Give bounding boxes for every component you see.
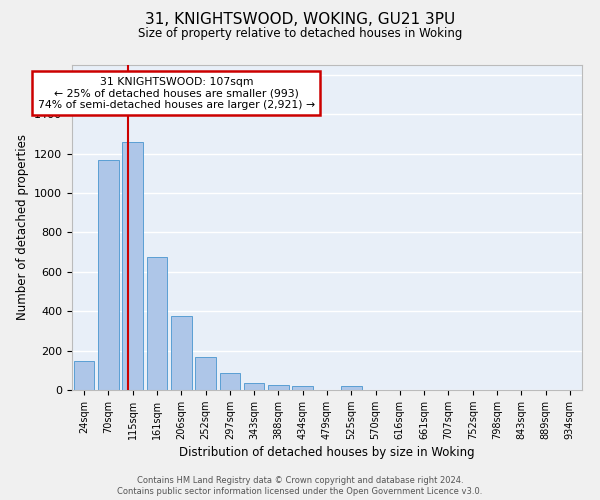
Bar (341, 386, 362, 390)
X-axis label: Distribution of detached houses by size in Woking: Distribution of detached houses by size … (179, 446, 475, 459)
Bar (122, 142, 143, 390)
Text: 31 KNIGHTSWOOD: 107sqm
← 25% of detached houses are smaller (993)
74% of semi-de: 31 KNIGHTSWOOD: 107sqm ← 25% of detached… (38, 77, 315, 110)
Text: Contains public sector information licensed under the Open Government Licence v3: Contains public sector information licen… (118, 488, 482, 496)
Bar (220, 372, 240, 390)
Bar (98, 160, 119, 390)
Text: Contains HM Land Registry data © Crown copyright and database right 2024.: Contains HM Land Registry data © Crown c… (137, 476, 463, 485)
Y-axis label: Number of detached properties: Number of detached properties (16, 134, 29, 320)
Bar (146, 257, 167, 390)
Bar (74, 361, 94, 390)
Bar (171, 316, 191, 390)
Text: 31, KNIGHTSWOOD, WOKING, GU21 3PU: 31, KNIGHTSWOOD, WOKING, GU21 3PU (145, 12, 455, 28)
Bar (195, 356, 216, 390)
Bar (292, 386, 313, 390)
Text: Size of property relative to detached houses in Woking: Size of property relative to detached ho… (138, 28, 462, 40)
Bar (268, 385, 289, 390)
Bar (244, 383, 265, 390)
